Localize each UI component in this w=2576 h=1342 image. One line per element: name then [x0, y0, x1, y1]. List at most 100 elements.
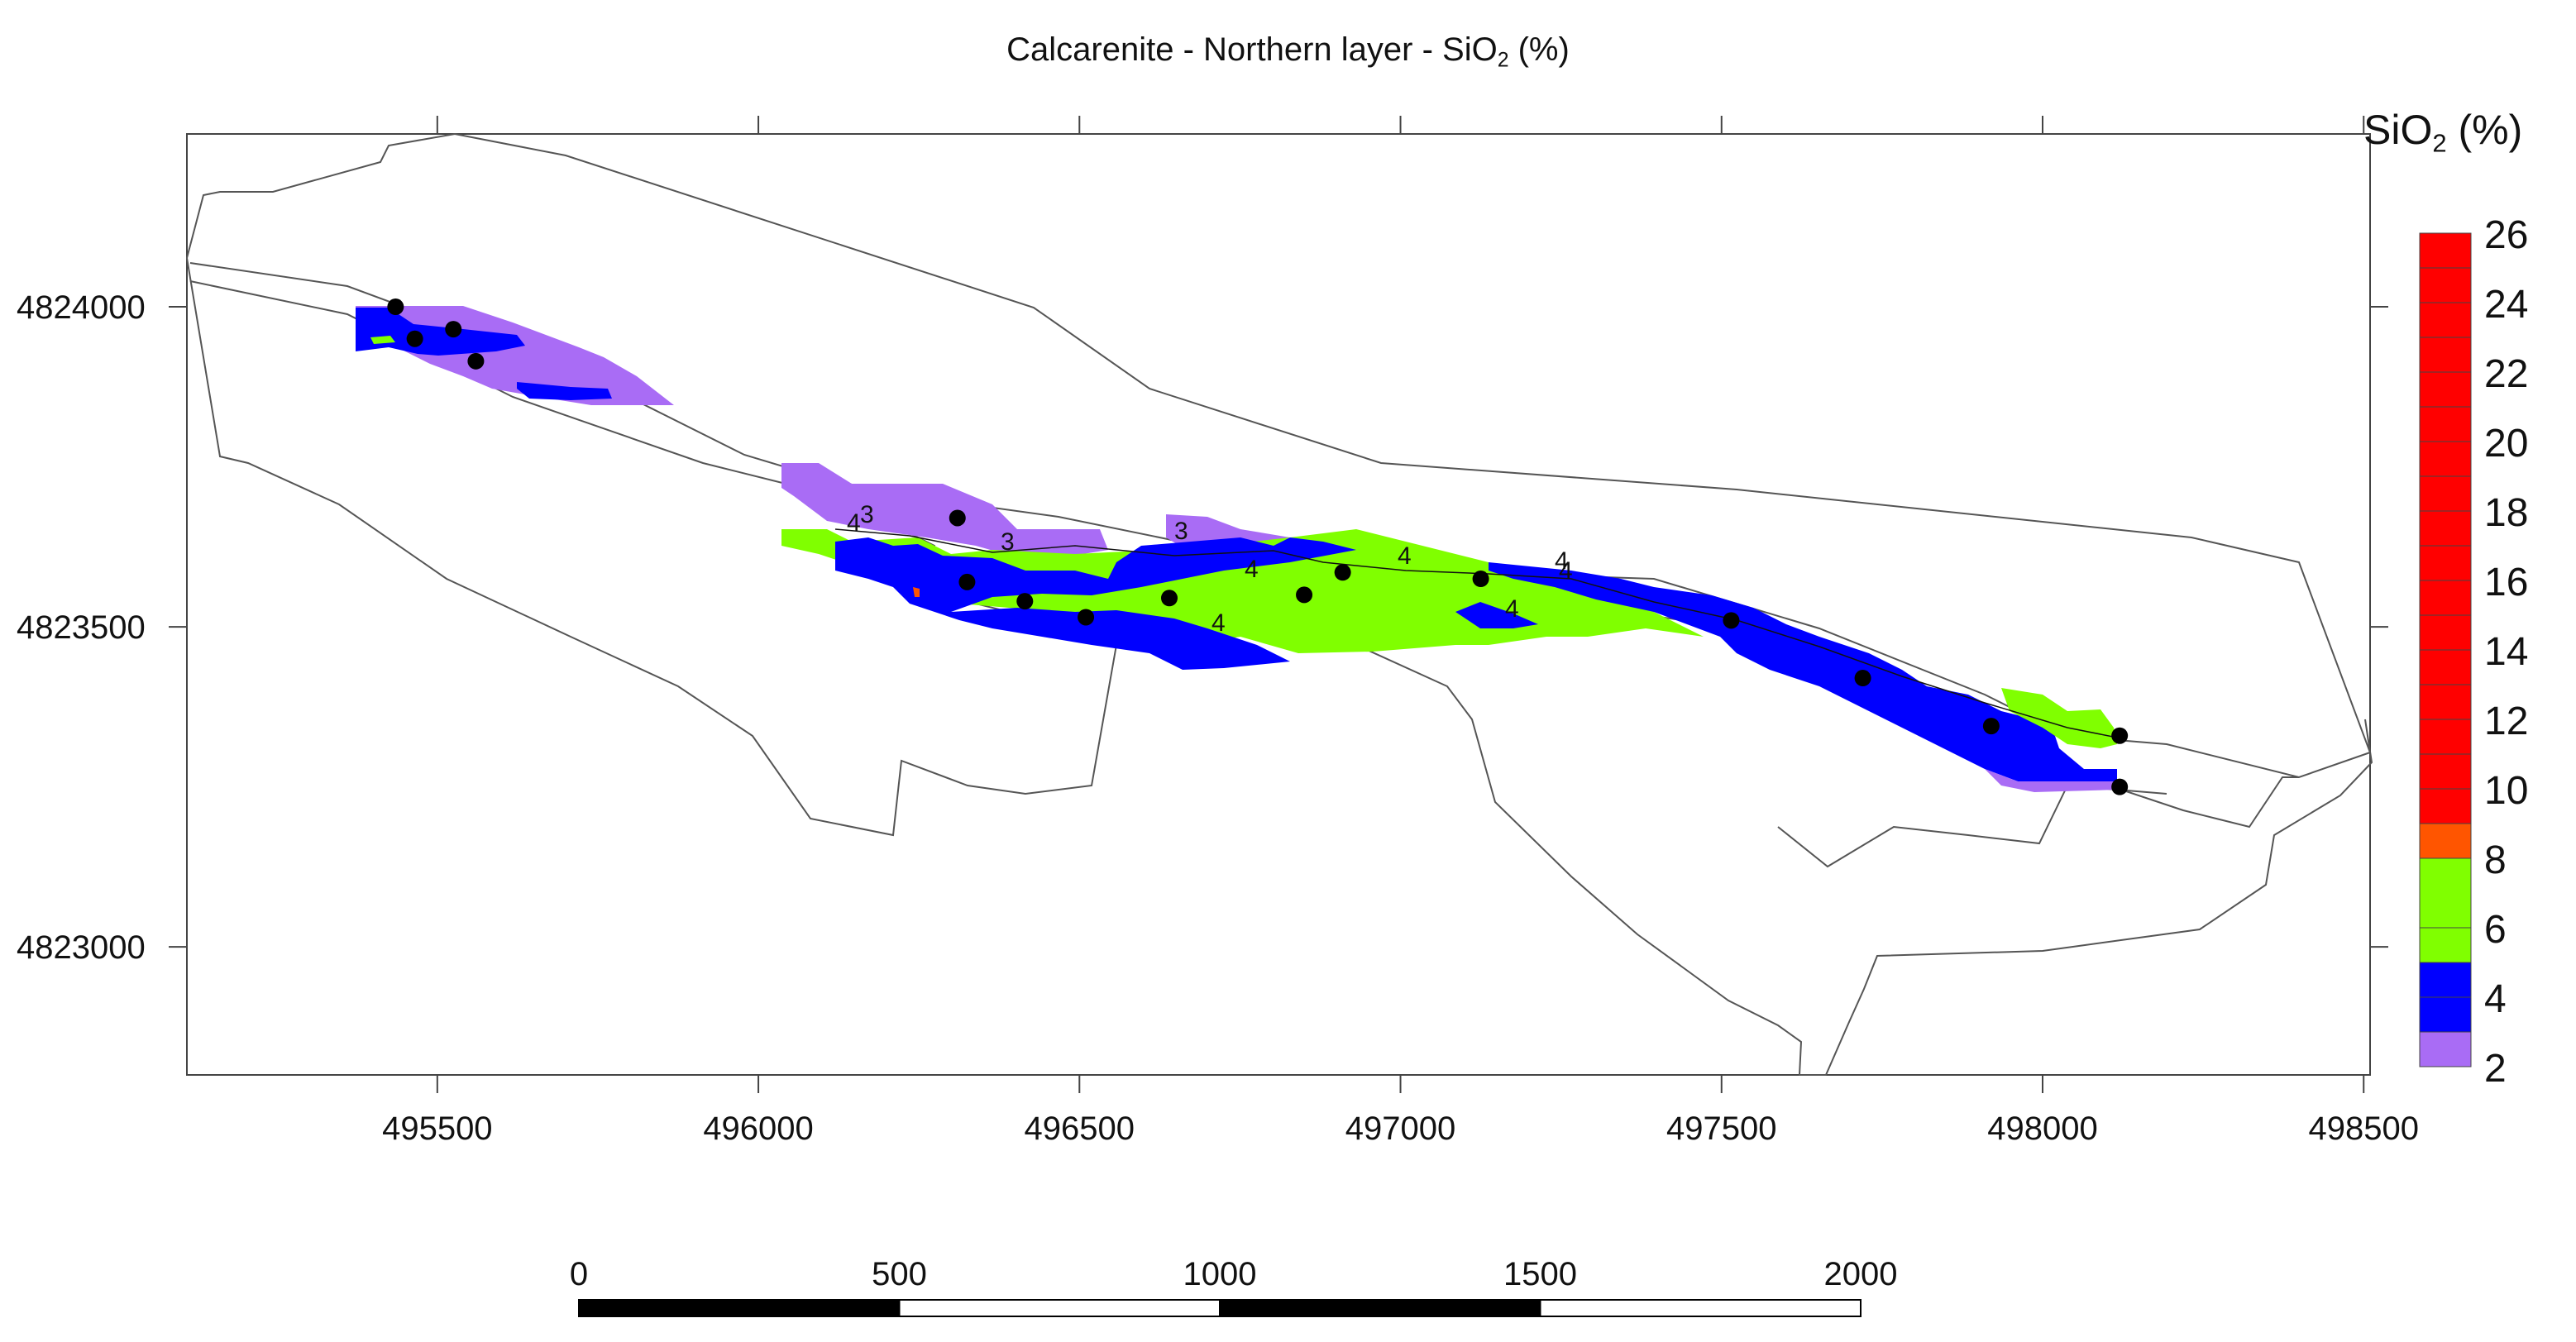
scale-bar-segment [1219, 1299, 1541, 1317]
legend-swatch [2419, 441, 2472, 477]
borehole-dot [406, 330, 423, 347]
legend-label: 8 [2484, 838, 2507, 882]
scale-bar-segment [578, 1299, 901, 1317]
borehole-dot [1016, 593, 1034, 610]
scale-bar-label: 500 [872, 1256, 927, 1292]
x-tick-label: 497000 [1345, 1110, 1455, 1147]
borehole-dot [1296, 586, 1313, 604]
legend-label: 4 [2484, 977, 2507, 1021]
borehole-dot [445, 321, 462, 338]
legend-label: 22 [2484, 352, 2528, 396]
contour-label: 3 [860, 501, 874, 528]
legend-label: 16 [2484, 561, 2528, 604]
legend-swatch [2419, 1031, 2472, 1067]
borehole-dot [2111, 778, 2129, 795]
legend-swatch [2419, 684, 2472, 720]
x-tick-label: 498000 [1987, 1110, 2097, 1147]
legend-colorbar: 26 24 22 20 18 16 14 12 10 8 6 4 2 [2419, 213, 2528, 1091]
legend-label: 10 [2484, 769, 2528, 813]
x-tick-label: 498500 [2308, 1110, 2418, 1147]
borehole-dot [1472, 571, 1489, 588]
sio2-zone-blue [356, 308, 525, 356]
borehole-points [387, 298, 2129, 795]
legend-swatch [2419, 337, 2472, 373]
sio2-zone-blue [517, 382, 612, 400]
contour-line [834, 528, 2118, 738]
borehole-dot [2111, 727, 2129, 744]
legend-title-text: SiO [2363, 107, 2433, 153]
borehole-dot [467, 352, 485, 370]
legend-swatch [2419, 649, 2472, 685]
contour-label: 3 [1001, 528, 1015, 556]
legend-swatch [2419, 857, 2472, 929]
legend-label: 26 [2484, 213, 2528, 257]
scale-bar-label: 2000 [1824, 1256, 1898, 1292]
legend-title: SiO2 (%) [2363, 106, 2522, 158]
y-axis: 4824000 4823500 4823000 [17, 289, 2388, 966]
legend-swatch [2419, 232, 2472, 269]
title-suffix: (%) [1508, 31, 1570, 68]
legend-label: 6 [2484, 908, 2507, 952]
scale-bar-segment [898, 1299, 1221, 1317]
x-tick-label: 497500 [1666, 1110, 1776, 1147]
borehole-dot [1334, 564, 1351, 581]
x-axis: 495500 496000 496500 497000 497500 498000 4985… [382, 116, 2419, 1147]
scale-bar-label: 1500 [1503, 1256, 1577, 1292]
x-tick-label: 496000 [703, 1110, 813, 1147]
scale-bar-label: 0 [570, 1256, 588, 1292]
borehole-dot [1161, 590, 1178, 607]
contour-label: 4 [1245, 556, 1259, 583]
legend-swatch [2419, 545, 2472, 581]
scale-bar: 0 500 1000 1500 2000 [570, 1256, 1898, 1317]
contour-label: 4 [1398, 542, 1412, 570]
borehole-dot [387, 298, 404, 316]
y-tick-label: 4824000 [17, 289, 146, 326]
sio2-zone-purple [1985, 769, 2117, 792]
legend-label: 18 [2484, 491, 2528, 535]
borehole-dot [1723, 612, 1740, 629]
sio2-zone-blue [1489, 562, 2117, 781]
page-title: Calcarenite - Northern layer - SiO2 (%) [0, 31, 2576, 72]
x-tick-label: 495500 [382, 1110, 492, 1147]
legend-swatch [2419, 823, 2472, 859]
sio2-zone-blue [1455, 602, 1538, 628]
title-text: Calcarenite - Northern layer - SiO [1006, 31, 1498, 68]
sio2-zone-green [2001, 688, 2117, 748]
legend-swatch [2419, 406, 2472, 442]
legend-label: 14 [2484, 630, 2528, 674]
title-subscript: 2 [1497, 49, 1509, 72]
borehole-dot [949, 509, 966, 527]
legend-swatch [2419, 614, 2472, 651]
legend-swatch [2419, 510, 2472, 547]
borehole-dot [1982, 718, 2000, 735]
borehole-dot [1854, 670, 1871, 687]
borehole-dot [958, 573, 976, 590]
legend-swatch [2419, 267, 2472, 303]
contour-label: 4 [847, 509, 861, 537]
y-tick-label: 4823500 [17, 609, 146, 646]
contour-label: 4 [1555, 547, 1569, 575]
scale-bar-segment [1539, 1299, 1862, 1317]
legend-swatch [2419, 788, 2472, 824]
contour-label: 4 [1559, 557, 1573, 585]
boundary-outline [185, 132, 2373, 1076]
legend-title-subscript: 2 [2432, 128, 2447, 158]
legend-swatch [2419, 475, 2472, 512]
legend-label: 24 [2484, 283, 2528, 327]
legend-label: 12 [2484, 700, 2528, 743]
legend-swatch [2419, 996, 2472, 1033]
sio2-zone-blue [835, 537, 1356, 670]
legend-swatch [2419, 927, 2472, 963]
contour-label: 4 [1505, 595, 1519, 623]
scale-bar-label: 1000 [1183, 1256, 1257, 1292]
x-tick-label: 496500 [1025, 1110, 1135, 1147]
sio2-zone-purple [781, 463, 1108, 562]
legend-swatch [2419, 371, 2472, 408]
legend-swatch [2419, 719, 2472, 755]
legend-label: 20 [2484, 422, 2528, 466]
y-tick-label: 4823000 [17, 929, 146, 966]
legend-label: 2 [2484, 1047, 2507, 1091]
